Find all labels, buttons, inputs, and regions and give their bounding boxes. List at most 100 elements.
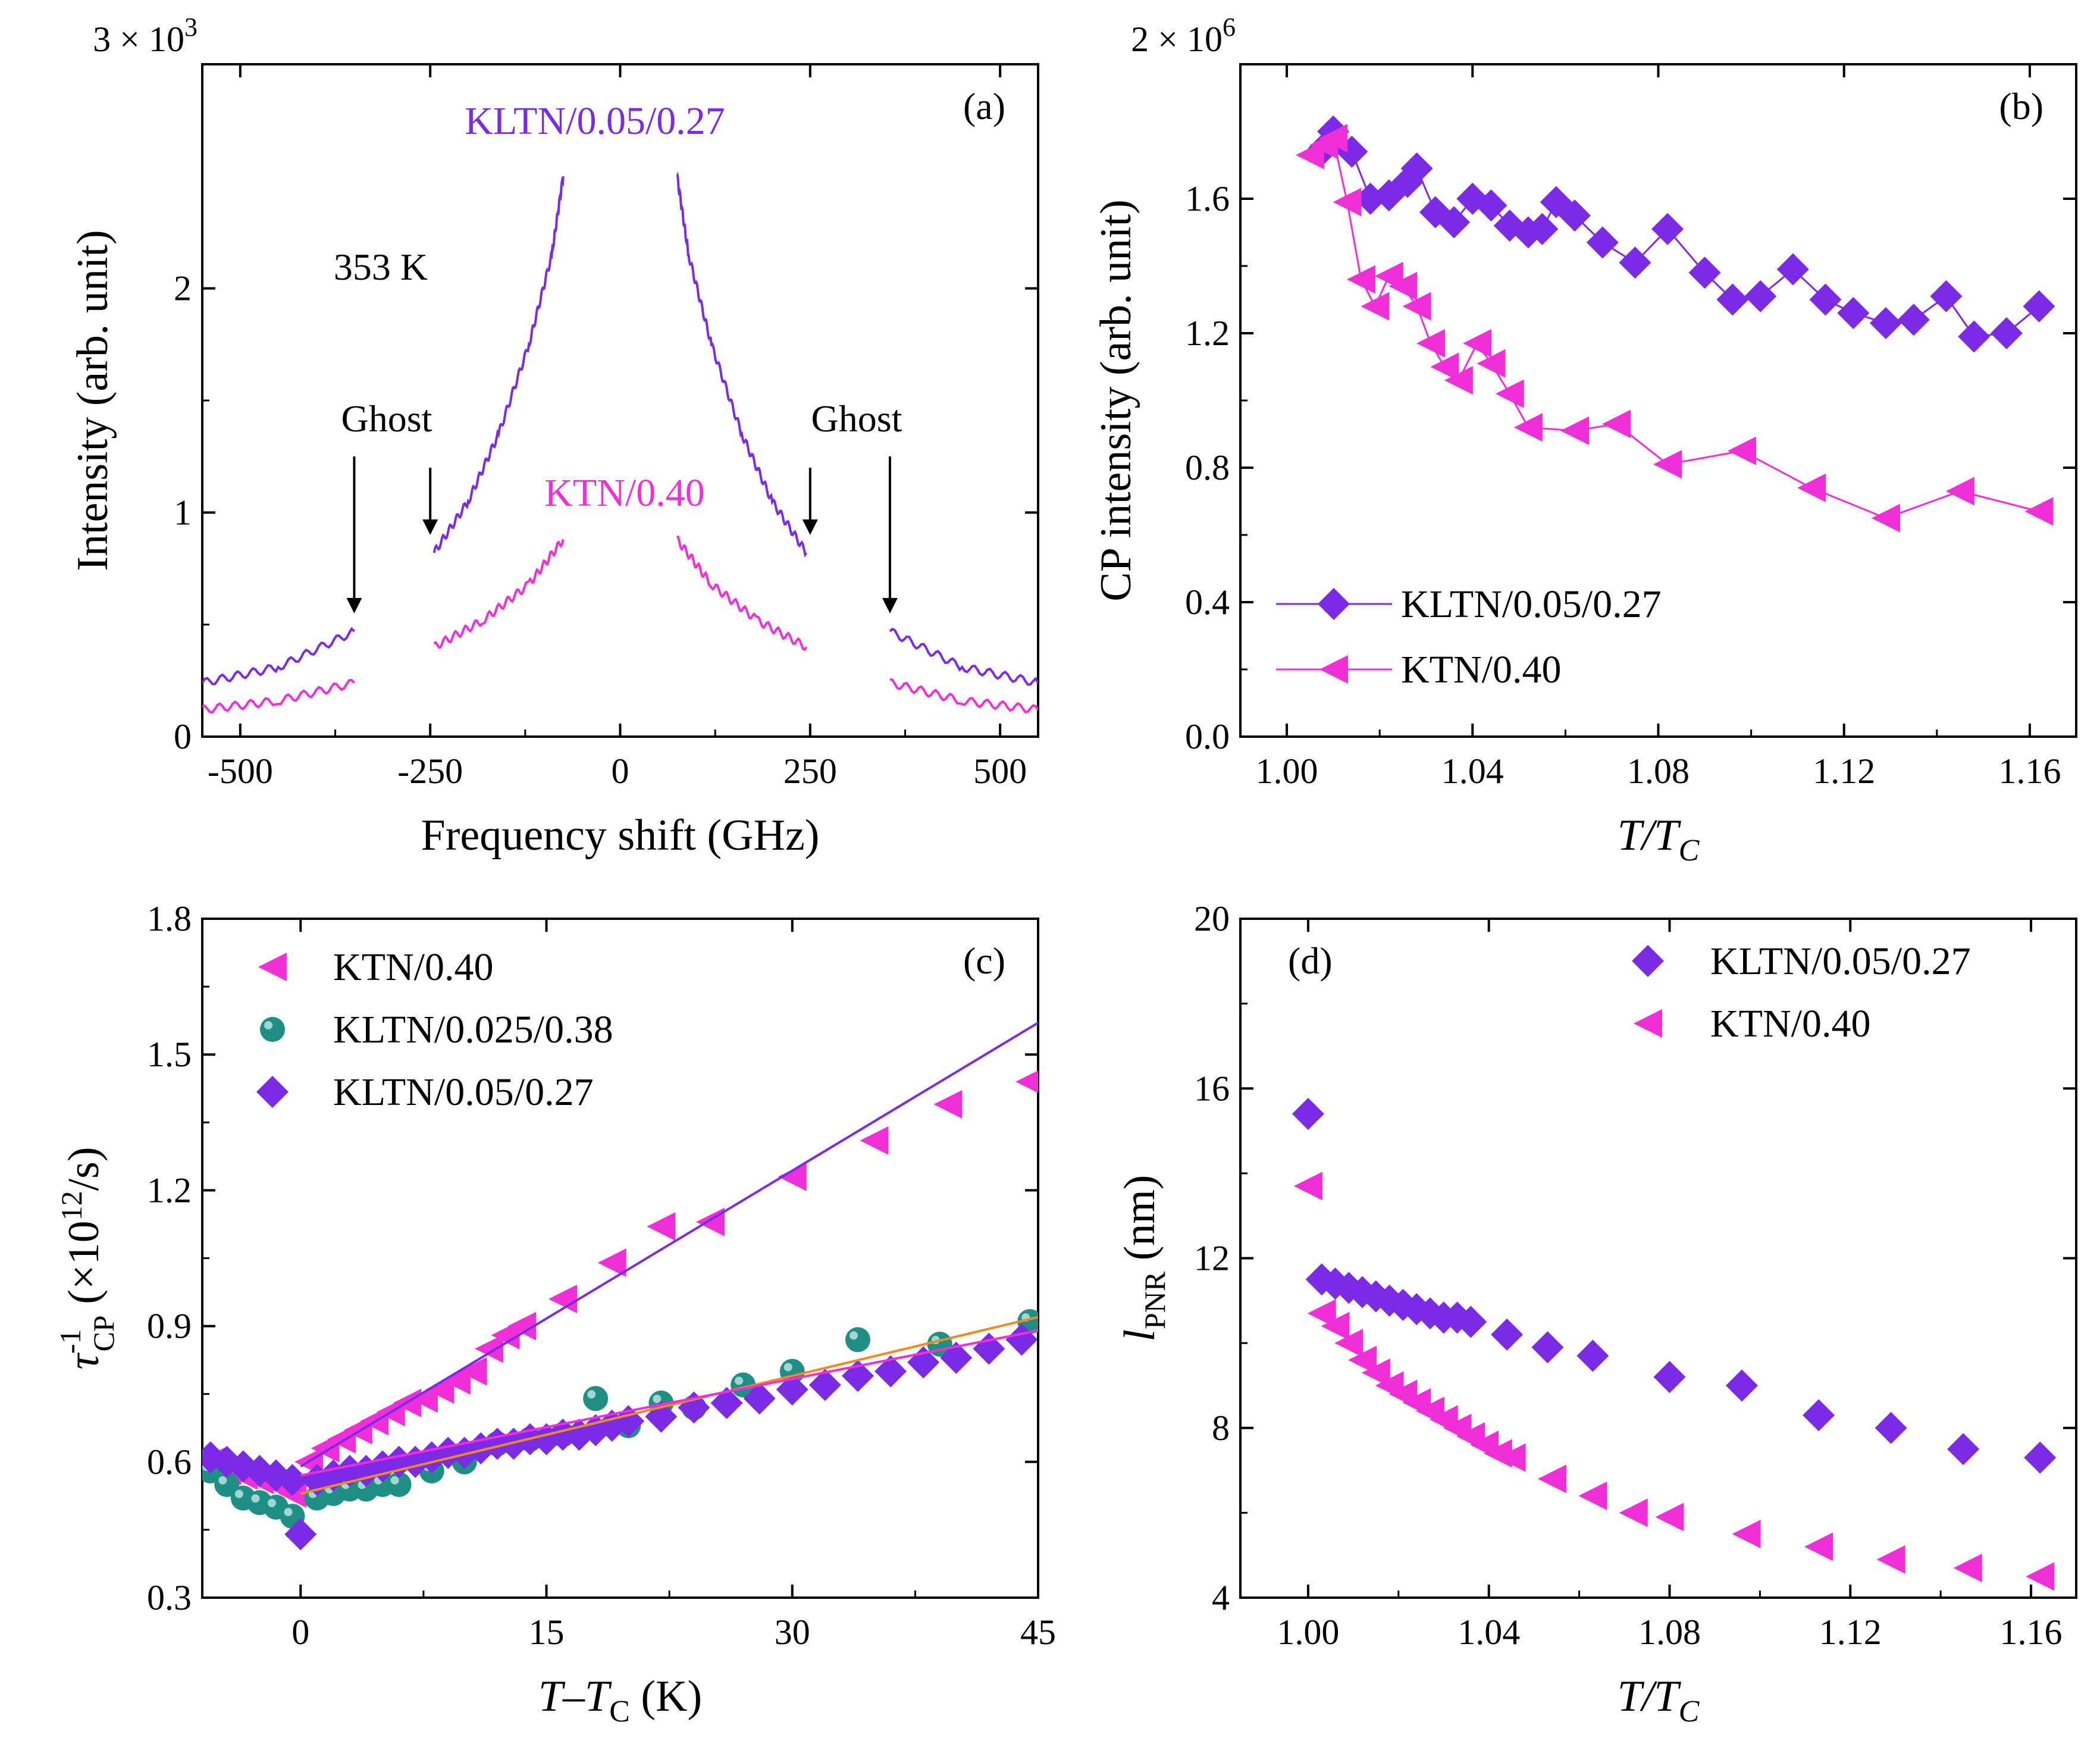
y-axis-label: lPNR (nm) bbox=[1115, 1175, 1171, 1341]
temperature-label: 353 K bbox=[334, 246, 428, 288]
x-tick-label: 0 bbox=[292, 1613, 309, 1652]
data-point bbox=[2026, 1562, 2055, 1591]
spectrum-line bbox=[433, 539, 565, 649]
spectrum-line bbox=[676, 171, 808, 558]
data-point bbox=[845, 1327, 870, 1353]
x-tick-label: -250 bbox=[397, 752, 463, 791]
data-point bbox=[1560, 416, 1589, 445]
spectrum-line bbox=[676, 535, 808, 652]
x-tick-label: 1.00 bbox=[1277, 1613, 1339, 1652]
data-point bbox=[1348, 1345, 1377, 1375]
legend-label: KLTN/0.05/0.27 bbox=[1401, 583, 1662, 626]
data-point bbox=[940, 1341, 973, 1374]
data-point bbox=[1744, 280, 1777, 312]
data-point bbox=[1728, 436, 1756, 465]
x-tick-label: 250 bbox=[783, 752, 837, 791]
data-point bbox=[1797, 473, 1826, 502]
data-point bbox=[1651, 212, 1684, 245]
data-point bbox=[507, 1311, 537, 1341]
legend-label: KTN/0.40 bbox=[1401, 648, 1561, 691]
data-point bbox=[1945, 477, 1974, 506]
spectrum-series bbox=[202, 535, 1038, 714]
y-tick-label: 0.0 bbox=[1185, 717, 1230, 756]
spectrum-line bbox=[202, 627, 355, 685]
arrow-head bbox=[882, 597, 898, 613]
data-point bbox=[202, 1441, 227, 1474]
data-point bbox=[1876, 1545, 1905, 1574]
data-point bbox=[1578, 1481, 1607, 1510]
x-axis-label: T/TC bbox=[1618, 811, 1700, 868]
data-point bbox=[583, 1386, 609, 1411]
arrow-head bbox=[346, 597, 362, 613]
data-point bbox=[1586, 226, 1619, 259]
data-point-highlight bbox=[267, 1498, 276, 1507]
x-tick-label: 1.16 bbox=[2000, 1613, 2063, 1652]
y-scale-label: 3 × 103 bbox=[93, 12, 198, 59]
data-point bbox=[731, 1372, 756, 1398]
data-point bbox=[1334, 1329, 1364, 1358]
legend-marker bbox=[256, 1076, 289, 1108]
panel-label: (d) bbox=[1288, 940, 1333, 982]
spectrum-line bbox=[202, 678, 355, 714]
x-axis-label-sub: C bbox=[609, 1695, 630, 1729]
data-point bbox=[1538, 1464, 1567, 1494]
y-label-rest: (×10 bbox=[59, 1220, 108, 1315]
x-tick-label: -500 bbox=[208, 752, 273, 791]
data-point bbox=[1655, 1502, 1684, 1532]
data-point bbox=[1402, 292, 1431, 321]
x-tick-label: 1.00 bbox=[1256, 752, 1318, 791]
legend-item: KTN/0.40 bbox=[1276, 648, 1561, 691]
data-point-highlight bbox=[849, 1331, 858, 1340]
legend-marker-body bbox=[260, 1017, 285, 1042]
data-point bbox=[1875, 1411, 1907, 1444]
y-tick-label: 0.3 bbox=[147, 1578, 192, 1617]
series-label-ktn: KTN/0.40 bbox=[544, 471, 704, 515]
x-axis-label-main: T/T bbox=[1618, 811, 1682, 860]
data-point bbox=[386, 1472, 412, 1497]
x-tick-label: 1.04 bbox=[1458, 1613, 1520, 1652]
data-point bbox=[808, 1369, 841, 1401]
ghost-arrow bbox=[422, 468, 438, 535]
y-label-tau: τ bbox=[59, 1353, 108, 1370]
data-point-highlight bbox=[735, 1376, 744, 1385]
plot-frame bbox=[201, 63, 1039, 738]
data-point bbox=[1497, 1443, 1526, 1472]
legend-label: KTN/0.40 bbox=[1710, 1002, 1870, 1045]
y-label-exp: 12 bbox=[55, 1191, 88, 1220]
y-label-unit: (nm) bbox=[1115, 1175, 1164, 1260]
data-point bbox=[1726, 1369, 1758, 1402]
data-point bbox=[1416, 328, 1446, 358]
data-point bbox=[696, 1207, 725, 1236]
y-scale-label: 2 × 106 bbox=[1131, 12, 1236, 59]
data-point bbox=[1559, 199, 1591, 232]
legend-marker bbox=[1319, 655, 1348, 684]
y-label-sub: CP bbox=[87, 1315, 120, 1351]
y-tick-label: 0 bbox=[174, 717, 192, 756]
data-point bbox=[1869, 307, 1902, 340]
y-tick-label: 1.8 bbox=[147, 899, 192, 938]
data-point bbox=[1602, 409, 1631, 439]
legend-label: KLTN/0.025/0.38 bbox=[333, 1008, 613, 1051]
panel-a: -500 -250 0 250 500 0 1 2 (a) 3 × 103 KLTN/0.05/0.… bbox=[68, 12, 1039, 860]
data-point bbox=[1430, 352, 1459, 381]
data-point bbox=[1444, 366, 1473, 395]
data-point bbox=[214, 1472, 240, 1497]
data-point bbox=[1015, 1070, 1038, 1093]
data-point bbox=[1871, 503, 1900, 533]
x-axis-label: Frequency shift (GHz) bbox=[421, 811, 820, 860]
series-triangle-left bbox=[202, 1070, 1038, 1508]
ghost-arrow bbox=[346, 456, 362, 613]
data-point bbox=[1321, 1311, 1350, 1341]
data-point bbox=[1990, 317, 2023, 349]
data-point bbox=[1716, 283, 1749, 316]
data-point bbox=[1475, 189, 1507, 222]
data-point bbox=[1837, 297, 1870, 330]
y-scale-base: 3 × 10 bbox=[93, 20, 184, 59]
x-axis-label-main: T/T bbox=[1618, 1672, 1682, 1721]
data-point bbox=[1361, 1358, 1390, 1388]
y-tick-label: 1.2 bbox=[1185, 314, 1230, 353]
data-point bbox=[1319, 124, 1348, 153]
plot-frame bbox=[1239, 63, 2077, 738]
y-scale-base: 2 × 10 bbox=[1131, 20, 1223, 59]
data-point bbox=[579, 1414, 612, 1447]
